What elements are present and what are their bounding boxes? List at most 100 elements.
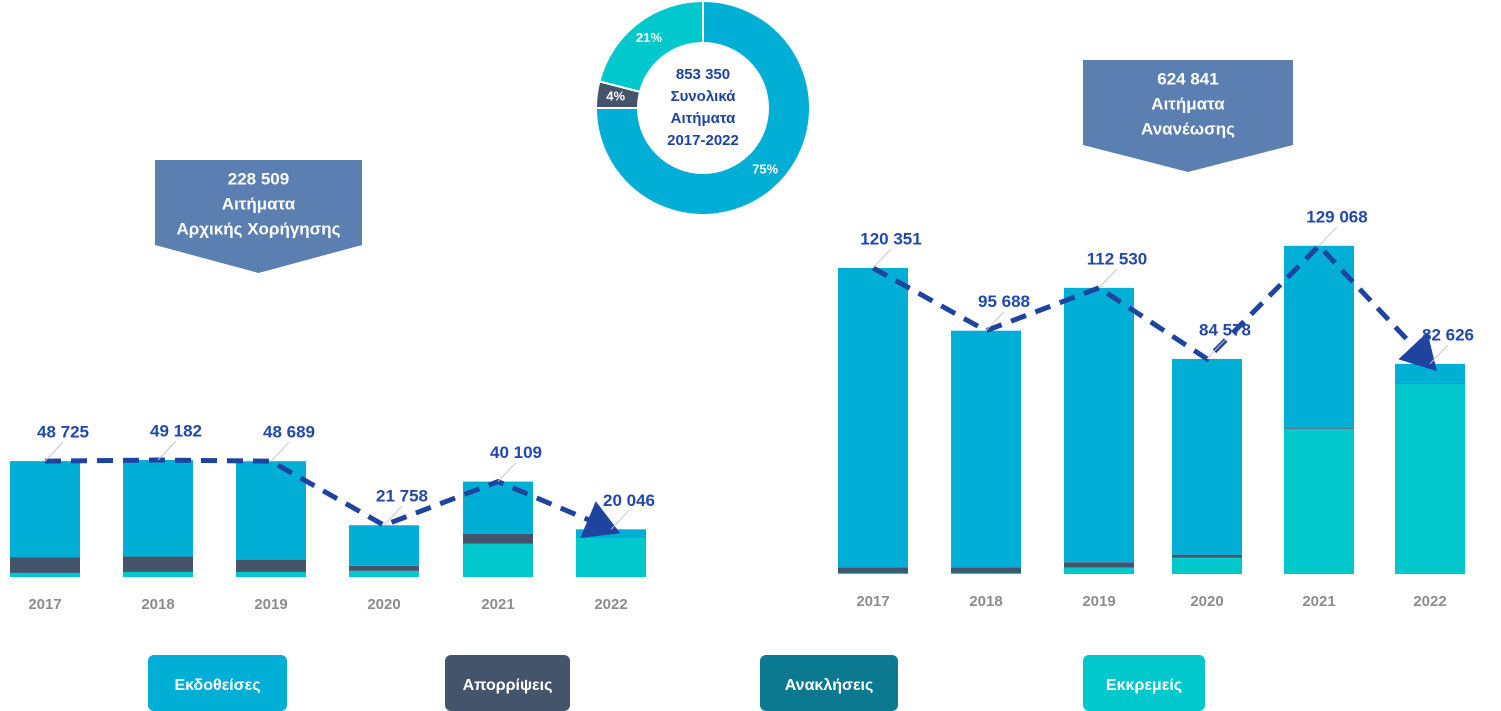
callout-box — [1083, 60, 1293, 172]
x-tick-label: 2019 — [1082, 593, 1115, 610]
leader-line — [497, 462, 517, 482]
value-label: 112 530 — [1087, 249, 1148, 268]
x-tick-label: 2018 — [969, 593, 1002, 610]
donut-slice — [594, 0, 811, 216]
value-label: 48 725 — [37, 423, 89, 442]
bar-segment — [1395, 384, 1465, 574]
x-tick-label: 2020 — [1190, 593, 1223, 610]
slice-label: 21% — [636, 30, 662, 45]
donut-center-text: Συνολικά — [671, 88, 737, 105]
bar-segment — [576, 537, 646, 538]
callout-text: Αρχικής Χορήγησης — [176, 219, 340, 238]
leader-line — [610, 509, 630, 530]
x-tick-label: 2019 — [254, 596, 287, 613]
bar-segment — [1395, 383, 1465, 384]
value-label: 84 578 — [1199, 320, 1251, 339]
leader-line — [270, 441, 290, 462]
bar-segment — [951, 567, 1021, 573]
legend-label: Ανακλήσεις — [785, 677, 874, 694]
donut-center-text: Αιτήματα — [671, 110, 737, 127]
x-tick-label: 2018 — [141, 596, 174, 613]
bar-segment — [838, 572, 908, 573]
bar-segment — [1064, 562, 1134, 568]
leader-line — [1098, 268, 1118, 289]
bar-segment — [463, 543, 533, 577]
legend-label: Απορρίψεις — [463, 677, 553, 694]
bar-segment — [1284, 245, 1354, 429]
bar-segment — [123, 556, 193, 572]
bar-segment — [1284, 428, 1354, 429]
x-tick-label: 2020 — [367, 596, 400, 613]
value-label: 49 182 — [150, 422, 202, 441]
bar-segment — [123, 460, 193, 557]
slice-label: 75% — [752, 162, 778, 177]
bar-segment — [1064, 567, 1134, 574]
bar-segment — [838, 267, 908, 568]
bar-segment — [1172, 557, 1242, 574]
legend-swatch — [148, 655, 287, 711]
value-label: 40 109 — [490, 443, 542, 462]
callout-box — [155, 160, 362, 273]
value-label: 120 351 — [860, 229, 921, 248]
x-tick-label: 2017 — [28, 596, 61, 613]
leader-line — [1429, 344, 1449, 365]
value-label: 95 688 — [978, 292, 1030, 311]
callout-text: 624 841 — [1157, 69, 1218, 88]
legend-swatch — [1083, 655, 1205, 711]
total-line — [871, 242, 1437, 372]
bar-segment — [236, 572, 306, 577]
bar-segment — [123, 572, 193, 577]
total-line — [44, 457, 621, 539]
donut-center-text: 853 350 — [676, 66, 730, 83]
legend-swatch — [445, 655, 570, 711]
callout-text: 228 509 — [228, 169, 289, 188]
bar-segment — [951, 572, 1021, 573]
callout-text: Αιτήματα — [222, 194, 296, 213]
bar-segment — [951, 572, 1021, 574]
bar-segment — [349, 525, 419, 566]
bar-segment — [576, 529, 646, 538]
bar-segment — [10, 572, 80, 577]
callout-text: Αιτήματα — [1151, 94, 1225, 113]
bar-segment — [838, 572, 908, 574]
legend-label: Εκδοθείσες — [174, 677, 260, 694]
bar-segment — [349, 565, 419, 571]
bar-segment — [236, 461, 306, 560]
value-label: 20 046 — [603, 491, 655, 510]
bar-segment — [1284, 429, 1354, 574]
leader-line — [383, 505, 403, 526]
slice-label: 4% — [606, 88, 625, 103]
bar-segment — [236, 559, 306, 572]
bar-segment — [1172, 358, 1242, 555]
bar-segment — [349, 571, 419, 577]
leader-line — [872, 248, 892, 269]
donut-slice — [598, 0, 704, 94]
donut-center-text: 2017-2022 — [667, 132, 739, 149]
bar-segment — [1064, 567, 1134, 568]
bar-segment — [838, 567, 908, 573]
leader-line — [985, 311, 1005, 332]
bar-segment — [1172, 554, 1242, 558]
value-label: 48 689 — [263, 423, 315, 442]
leader-line — [1318, 226, 1338, 247]
leader-line — [1206, 339, 1226, 360]
x-tick-label: 2017 — [856, 593, 889, 610]
x-tick-label: 2022 — [594, 596, 627, 613]
bar-segment — [10, 461, 80, 558]
bar-segment — [10, 557, 80, 573]
bar-segment — [951, 330, 1021, 568]
x-tick-label: 2021 — [481, 596, 514, 613]
bar-segment — [1064, 287, 1134, 563]
x-tick-label: 2022 — [1413, 593, 1446, 610]
leader-line — [44, 441, 64, 462]
bar-segment — [576, 537, 646, 577]
value-label: 129 068 — [1306, 207, 1367, 226]
bar-segment — [463, 533, 533, 544]
legend-swatch — [760, 655, 898, 711]
bar-segment — [1395, 363, 1465, 384]
x-tick-label: 2021 — [1302, 593, 1335, 610]
value-label: 82 626 — [1422, 325, 1474, 344]
legend-label: Εκκρεμείς — [1106, 677, 1182, 694]
callout-text: Ανανέωσης — [1141, 119, 1235, 138]
